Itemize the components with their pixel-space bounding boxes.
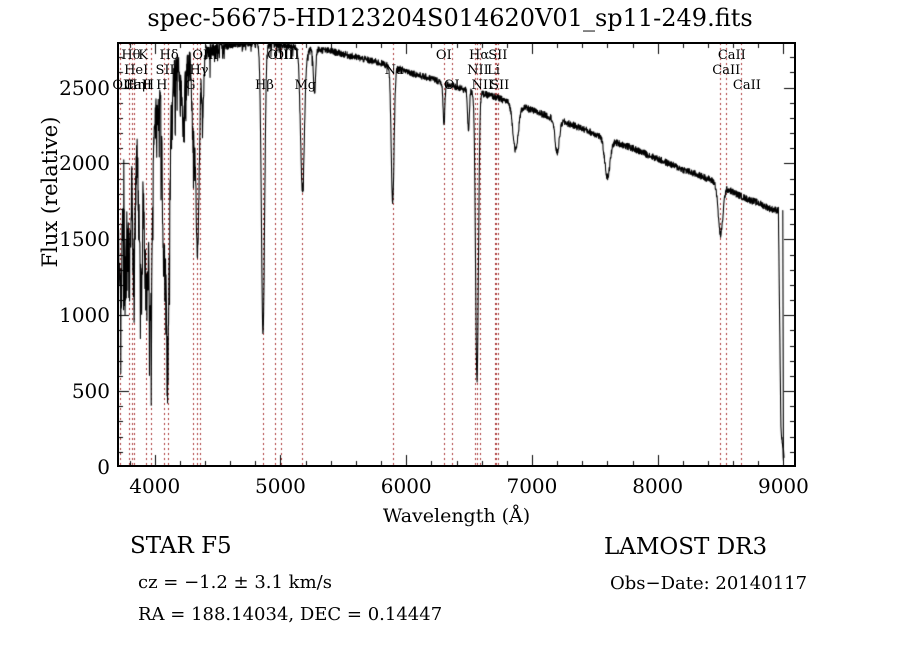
spectral-line-label: Na [384,63,404,78]
spectral-line-label: Mg [294,78,317,93]
coordinates-text: RA = 188.14034, DEC = 0.14447 [138,604,443,625]
spectral-line-label: H [142,78,155,93]
spectral-line-label: K [138,48,149,63]
x-tick-label: 9000 [757,474,809,498]
spectral-line-label: CaII [732,78,761,93]
x-tick-label: 8000 [632,474,684,498]
spectral-line-label: OIII [267,48,294,63]
page-title: spec-56675-HD123204S014620V01_sp11-249.f… [147,4,753,32]
spectral-line-label: OI [443,78,460,93]
x-tick-label: 6000 [380,474,432,498]
spectral-line-label: Hη [125,78,146,93]
y-tick-label: 0 [97,455,110,479]
spectral-line-label: OIII [192,48,219,63]
y-tick-label: 1000 [59,303,110,328]
spectral-line-label: CaII H [124,78,168,93]
spectral-line-label: Hβ [254,78,274,93]
x-tick-label: 7000 [506,474,558,498]
redshift-velocity-text: cz = −1.2 ± 3.1 km/s [138,572,332,593]
spectral-line-label: Hα [468,48,490,63]
spectral-line-label: Li [487,63,500,78]
spectral-line-label: OII [112,78,134,93]
survey-name-text: LAMOST DR3 [604,534,768,560]
spectral-line-label: NII [467,63,489,78]
spectral-line-label: Hδ [159,48,179,63]
spectral-line-label: Hγ [189,63,209,78]
y-axis-label: Flux (relative) [38,116,62,268]
x-tick-label: 5000 [255,474,306,498]
y-axis-tick-labels: 0 500 1000 1500 2000 2500 [55,0,110,649]
spectral-line-label: SII [490,78,510,93]
spectrum-canvas [117,42,796,467]
plot-frame [117,42,796,467]
spectral-line-label: OIII [273,48,300,63]
x-axis-label: Wavelength (Å) [382,505,531,527]
spectral-line-label: OI [435,48,452,63]
spectral-line-label: G [185,78,196,93]
x-tick-label: 4000 [129,474,181,498]
spectral-line-label: CaII [717,48,746,63]
spectral-line-label: CaII [712,63,741,78]
y-tick-label: 500 [71,379,110,404]
y-tick-label: 2500 [59,75,110,100]
spectral-line-label: Hθ [121,48,141,63]
spectral-line-label: SII [488,48,508,63]
spectral-line-label: NII [471,78,494,93]
y-tick-label: 1500 [59,227,110,252]
spectral-line-label: HeI [124,63,149,78]
object-class-text: STAR F5 [130,533,232,559]
spectral-line-label: SII [155,63,175,78]
y-tick-label: 2000 [59,151,110,176]
observation-date-text: Obs−Date: 20140117 [610,573,808,594]
